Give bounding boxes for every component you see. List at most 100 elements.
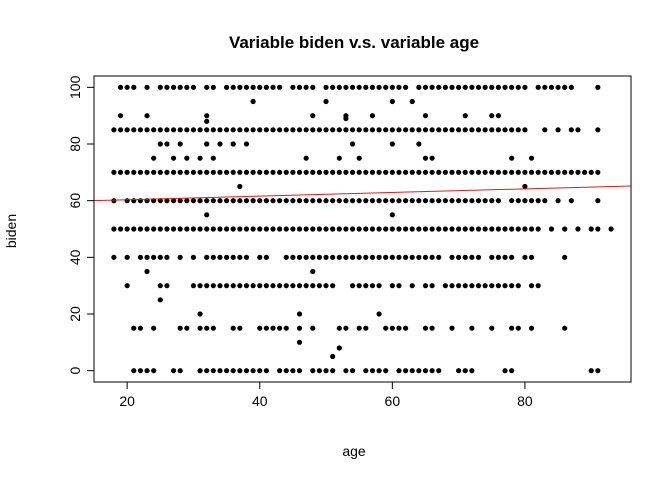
data-point [137,368,144,374]
data-point [456,226,462,232]
data-point [402,127,409,133]
data-point [522,127,528,133]
data-point [237,254,243,260]
data-point [237,183,243,190]
data-point [475,226,482,232]
data-point [542,127,548,133]
data-point [177,127,183,133]
data-point [217,141,223,147]
data-point [157,127,163,133]
data-point [456,283,462,289]
data-point [336,254,342,260]
data-point [409,169,415,175]
y-axis-label: biden [3,214,19,248]
data-point [376,311,382,317]
x-tick-label: 80 [517,393,533,409]
data-point [151,368,157,374]
data-point [243,84,250,90]
data-point [369,368,376,374]
data-point [482,198,488,204]
data-point [482,169,488,175]
data-point [151,226,157,232]
data-point [482,283,488,289]
data-point [588,169,594,175]
data-point [131,226,137,232]
data-point [204,212,210,218]
data-point [462,368,468,374]
data-point [422,155,429,161]
data-point [369,254,376,260]
data-point [422,169,429,175]
data-point [290,254,296,260]
data-point [562,226,568,232]
data-point [243,127,250,133]
data-point [595,368,601,374]
data-point [170,198,177,204]
data-point [416,254,422,260]
data-points [111,84,614,374]
data-point [303,254,309,260]
data-point [482,84,488,90]
data-point [111,169,117,175]
data-point [111,254,117,260]
data-point [356,155,362,161]
data-point [290,127,296,133]
data-point [416,127,422,133]
data-point [190,198,197,204]
data-point [568,84,574,90]
data-point [363,84,369,90]
data-point [124,198,130,204]
data-point [535,226,541,232]
data-point [349,283,356,289]
data-point [376,169,382,175]
data-point [270,127,276,133]
data-point [303,226,309,232]
data-point [429,325,435,331]
data-point [131,325,137,331]
data-point [396,127,402,133]
data-point [369,84,376,90]
data-point [462,113,468,119]
data-point [429,283,435,289]
data-point [376,283,382,289]
data-point [177,84,183,90]
data-point [495,198,502,204]
data-point [263,283,269,289]
data-point [509,127,515,133]
data-point [349,254,356,260]
data-point [144,368,150,374]
data-point [502,254,508,260]
data-point [489,113,495,119]
data-point [197,155,203,161]
data-point [197,325,203,331]
data-point [449,226,455,232]
data-point [197,368,203,374]
x-tick-label: 40 [252,393,268,409]
data-point [243,226,250,232]
data-point [157,84,163,90]
data-point [475,127,482,133]
data-point [495,254,502,260]
data-point [330,84,336,90]
data-point [283,254,289,260]
data-point [323,226,329,232]
data-point [237,226,243,232]
data-point [210,127,216,133]
data-point [363,254,369,260]
data-point [422,113,429,119]
data-point [336,226,342,232]
data-point [389,98,395,105]
data-point [117,84,124,90]
data-point [263,368,269,374]
data-point [217,127,223,133]
data-point [356,198,362,204]
data-point [270,325,276,331]
data-point [548,226,555,232]
data-point [296,127,303,133]
data-point [442,198,448,204]
data-point [343,127,349,133]
data-point [137,198,144,204]
data-point [522,169,528,175]
data-point [409,254,415,260]
data-point [257,283,263,289]
